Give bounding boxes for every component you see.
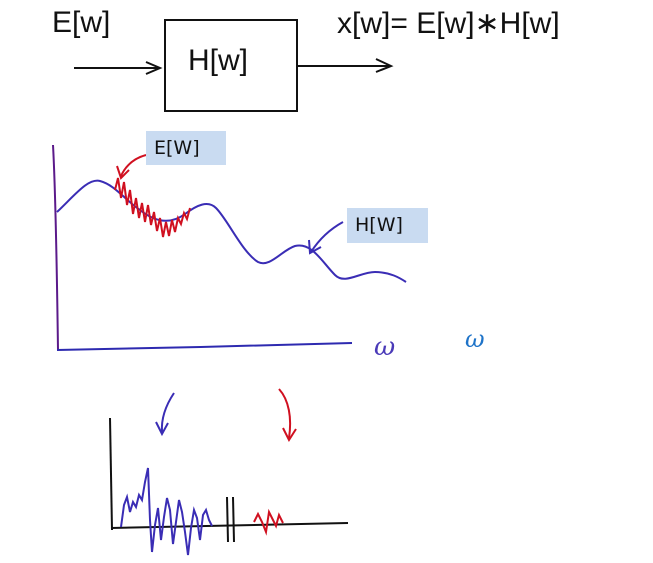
e-tag: E[W]	[146, 131, 226, 165]
lower-x-axis	[110, 522, 349, 529]
e-pointer-arrow-head	[116, 165, 130, 180]
axis-break-2	[232, 496, 235, 543]
h-pointer-arrow	[310, 221, 344, 253]
block-label: H[w]	[188, 44, 248, 77]
e-pointer-arrow	[120, 154, 147, 177]
blue-down-arrow	[160, 392, 175, 433]
e-curve	[114, 177, 191, 238]
output-label: x[w]= E[w]∗H[w]	[337, 7, 560, 40]
h-pointer-arrow-head	[308, 239, 322, 255]
input-label: E[w]	[52, 6, 111, 39]
output-arrow-head	[375, 58, 394, 73]
omega-plain: ω	[465, 325, 485, 353]
axis-break-1	[226, 496, 229, 543]
lower-y-axis	[109, 417, 113, 531]
upper-x-axis	[56, 342, 353, 351]
input-arrow-head	[145, 61, 163, 75]
red-down-arrow	[278, 388, 292, 439]
upper-y-axis	[52, 144, 59, 351]
h-tag: H[W]	[347, 208, 428, 243]
omega-handwritten: ω	[374, 332, 395, 362]
lower-red-curve	[253, 508, 284, 536]
lower-blue-curve	[120, 467, 213, 556]
blue-down-arrow-head	[155, 421, 169, 437]
red-down-arrow-head	[282, 427, 297, 443]
